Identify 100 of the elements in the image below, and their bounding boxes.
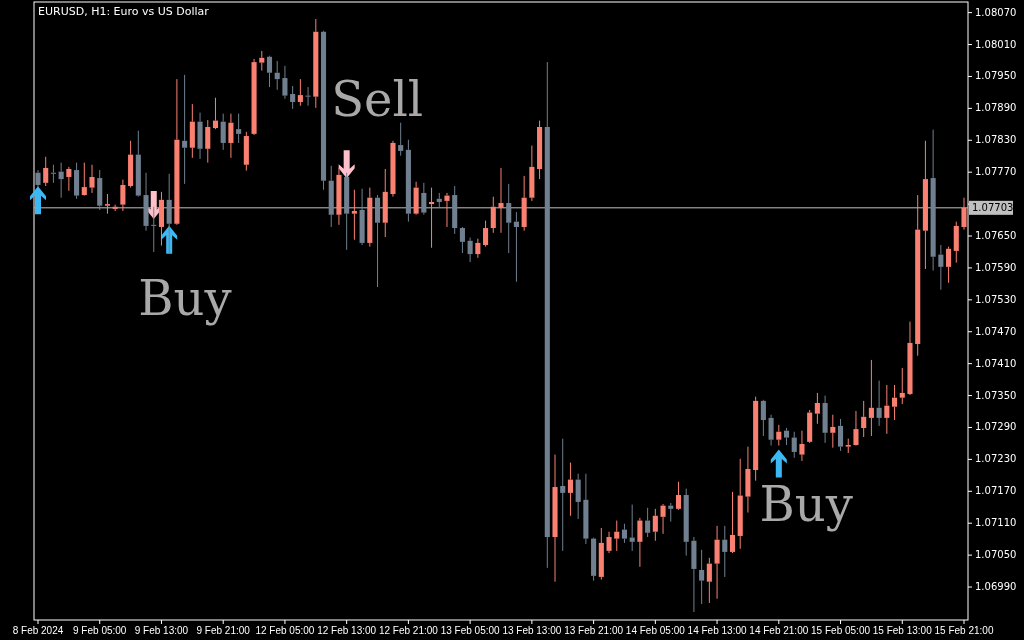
candlestick: [483, 220, 489, 248]
candlestick: [120, 179, 126, 212]
candlestick: [760, 400, 766, 437]
candlestick: [97, 169, 103, 211]
candlestick: [814, 392, 820, 425]
candlestick: [938, 244, 944, 291]
annotation: Buy: [138, 270, 232, 327]
candlestick: [768, 414, 774, 447]
candlestick: [753, 396, 759, 482]
x-tick-label: 14 Feb 21:00: [749, 625, 809, 636]
candlestick: [405, 139, 411, 223]
y-tick-label: 1.06990: [975, 581, 1017, 593]
candlestick: [220, 113, 226, 151]
candlestick: [899, 367, 905, 405]
candlestick: [598, 527, 604, 581]
candlestick: [745, 446, 751, 514]
candlestick: [89, 164, 95, 194]
candlestick: [783, 427, 790, 446]
candlestick: [521, 175, 527, 232]
y-tick-label: 1.07530: [975, 293, 1017, 305]
candlestick: [946, 246, 952, 284]
x-tick-label: 12 Feb 05:00: [255, 625, 315, 636]
candlestick: [591, 538, 597, 582]
candlestick: [382, 168, 388, 238]
candlestick: [74, 162, 80, 200]
candlestick: [529, 145, 535, 202]
candlestick: [205, 119, 211, 164]
y-tick-label: 1.07590: [975, 261, 1017, 273]
candlestick: [552, 454, 558, 583]
candlestick: [259, 50, 265, 72]
candlestick: [128, 140, 134, 189]
x-tick-label: 8 Feb 2024: [12, 625, 64, 636]
candlestick: [475, 238, 481, 259]
candlestick: [390, 140, 396, 198]
y-tick-label: 1.07050: [975, 549, 1017, 561]
candlestick: [336, 167, 342, 226]
candlestick: [374, 194, 381, 288]
candlestick: [50, 164, 56, 184]
candlestick: [868, 359, 874, 437]
annotation: Sell: [331, 71, 424, 128]
candlestick: [266, 56, 273, 88]
candlestick: [560, 438, 566, 552]
candlestick: [776, 424, 782, 447]
candlestick: [853, 410, 859, 446]
x-tick-label: 12 Feb 21:00: [378, 625, 439, 636]
y-tick-label: 1.08010: [975, 38, 1017, 50]
candlestick: [876, 380, 882, 427]
candlestick: [892, 384, 898, 421]
x-tick-label: 13 Feb 13:00: [502, 625, 562, 636]
candlestick: [706, 557, 712, 604]
y-tick-label: 1.07110: [975, 517, 1017, 529]
candlestick: [537, 120, 543, 180]
candlestick: [436, 192, 442, 209]
candlestick: [35, 169, 41, 189]
candlestick: [575, 473, 581, 520]
candlestick: [621, 523, 628, 544]
candlestick: [367, 187, 373, 248]
candlestick: [228, 113, 234, 159]
candlestick: [282, 65, 288, 100]
x-tick-label: 14 Feb 05:00: [625, 625, 686, 636]
candlestick: [313, 18, 319, 109]
y-tick-label: 1.07170: [975, 485, 1017, 497]
candlestick: [737, 458, 743, 550]
candlestick: [158, 191, 165, 247]
candlestick: [699, 549, 705, 605]
candlestick: [104, 193, 110, 215]
candlestick: [444, 192, 450, 228]
candlestick: [297, 78, 303, 107]
y-tick-label: 1.08070: [975, 6, 1017, 18]
candlestick: [930, 129, 936, 272]
candlestick: [413, 181, 419, 214]
y-tick-label: 1.07890: [975, 102, 1017, 114]
candlestick: [953, 221, 959, 264]
candlestick: [58, 162, 64, 199]
candlestick: [652, 508, 658, 542]
candlestick: [305, 86, 311, 107]
y-tick-label: 1.07950: [975, 70, 1017, 82]
x-tick-label: 13 Feb 21:00: [564, 625, 624, 636]
candlestick: [81, 162, 87, 196]
candlestick: [915, 194, 921, 357]
x-tick-label: 9 Feb 13:00: [134, 625, 189, 636]
candlestick: [197, 112, 203, 160]
x-tick-label: 15 Feb 13:00: [872, 625, 933, 636]
candlestick: [151, 206, 157, 253]
candlestick: [320, 31, 327, 191]
candlestick: [567, 462, 573, 517]
candlestick: [637, 517, 643, 568]
x-tick-label: 14 Feb 13:00: [687, 625, 747, 636]
candlestick: [359, 188, 365, 246]
candlestick: [791, 431, 797, 459]
y-tick-label: 1.07410: [975, 357, 1017, 369]
candlestick: [506, 183, 512, 254]
y-tick-label: 1.07770: [975, 166, 1017, 178]
candlestick: [722, 525, 728, 578]
candlestick: [174, 78, 180, 224]
candlestick: [799, 430, 805, 462]
candlestick: [845, 438, 851, 454]
candlestick: [691, 536, 697, 613]
candlestick: [290, 85, 296, 110]
candlestick: [544, 61, 550, 569]
